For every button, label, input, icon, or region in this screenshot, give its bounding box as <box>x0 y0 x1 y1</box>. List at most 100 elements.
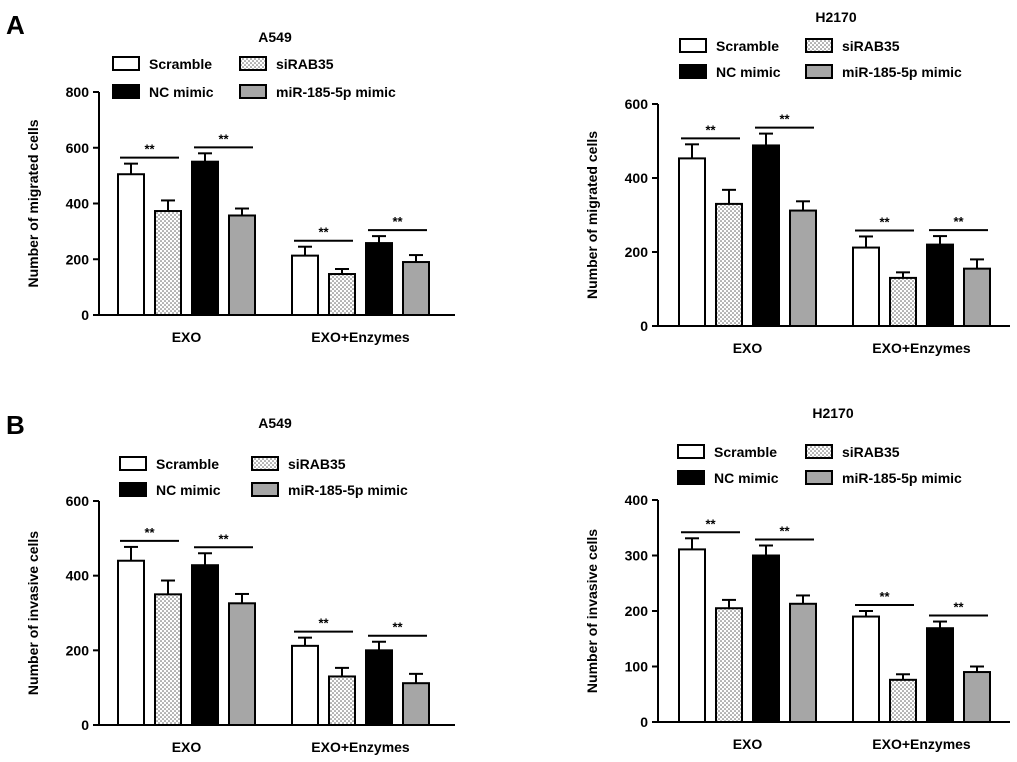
legend-label: miR-185-5p mimic <box>276 84 396 100</box>
bar-sirab35 <box>154 210 182 316</box>
bar-mir-185-5p-mimic <box>402 261 430 317</box>
significance-marker: ** <box>705 516 716 531</box>
bar-mir-185-5p-mimic <box>963 671 991 723</box>
bar-scramble <box>852 615 880 723</box>
legend-label: Scramble <box>149 56 212 72</box>
y-tick-label: 200 <box>66 251 90 267</box>
legend-swatch <box>119 482 147 497</box>
bar-nc-mimic <box>191 160 219 316</box>
bar-mir-185-5p-mimic <box>228 214 256 316</box>
legend-swatch <box>119 456 147 471</box>
bar-nc-mimic <box>752 144 780 327</box>
bar-scramble <box>678 157 706 327</box>
significance-marker: ** <box>218 531 229 546</box>
chart-1: A549 Number of migrated cells 0 200 400 600 80… <box>25 29 455 345</box>
bar-sirab35 <box>154 593 182 726</box>
y-tick-label: 0 <box>81 307 89 323</box>
bar-mir-185-5p-mimic <box>228 602 256 726</box>
y-axis-label: Number of migrated cells <box>584 131 600 299</box>
x-tick-label: EXO+Enzymes <box>311 739 410 755</box>
significance-marker: ** <box>953 600 964 615</box>
bar-sirab35 <box>889 276 917 327</box>
bar-mir-185-5p-mimic <box>402 682 430 726</box>
legend-label: siRAB35 <box>276 56 334 72</box>
chart-title: A549 <box>258 29 292 45</box>
y-tick-label: 400 <box>66 196 90 212</box>
significance-marker: ** <box>879 589 890 604</box>
y-tick-label: 100 <box>625 659 649 675</box>
legend-label: miR-185-5p mimic <box>842 64 962 80</box>
x-tick-label: EXO <box>733 736 763 752</box>
legend-swatch <box>805 64 833 79</box>
panel-label-a: A <box>6 10 25 40</box>
bar-scramble <box>291 644 319 726</box>
charts: A549 Number of migrated cells 0 200 400 600 80… <box>25 9 1010 755</box>
chart-title: H2170 <box>815 9 856 25</box>
significance-marker: ** <box>318 616 329 631</box>
legend-swatch <box>251 482 279 497</box>
x-tick-label: EXO <box>172 329 202 345</box>
legend-label: NC mimic <box>149 84 214 100</box>
significance-marker: ** <box>144 142 155 157</box>
legend-swatch <box>679 64 707 79</box>
significance-marker: ** <box>392 214 403 229</box>
bar-sirab35 <box>715 607 743 723</box>
y-tick-label: 200 <box>66 642 90 658</box>
legend-label: NC mimic <box>716 64 781 80</box>
bar-mir-185-5p-mimic <box>963 267 991 327</box>
bar-scramble <box>678 548 706 724</box>
panel-label-b: B <box>6 410 25 440</box>
y-tick-label: 0 <box>640 318 648 334</box>
y-tick-label: 200 <box>625 244 649 260</box>
chart-2: H2170 Number of migrated cells 0 200 400 600 *… <box>584 9 1010 356</box>
bar-nc-mimic <box>926 243 954 328</box>
x-tick-label: EXO <box>172 739 202 755</box>
y-tick-label: 600 <box>625 96 649 112</box>
chart-4: H2170 Number of invasive cells 0 100 200 300 4… <box>584 405 1010 752</box>
bar-sirab35 <box>328 675 356 727</box>
bar-mir-185-5p-mimic <box>789 209 817 327</box>
bar-nc-mimic <box>926 627 954 724</box>
chart-title: H2170 <box>812 405 853 421</box>
significance-marker: ** <box>779 524 790 539</box>
significance-marker: ** <box>779 112 790 127</box>
legend-label: miR-185-5p mimic <box>842 470 962 486</box>
legend-swatch <box>112 84 140 99</box>
significance-marker: ** <box>392 620 403 635</box>
chart-3: A549 Number of invasive cells 0 200 400 600 **… <box>25 415 455 755</box>
legend-swatch <box>239 84 267 99</box>
significance-marker: ** <box>953 214 964 229</box>
y-tick-label: 0 <box>81 717 89 733</box>
bar-scramble <box>291 254 319 316</box>
bar-nc-mimic <box>365 649 393 726</box>
x-tick-label: EXO+Enzymes <box>311 329 410 345</box>
legend-label: NC mimic <box>714 470 779 486</box>
legend-label: siRAB35 <box>842 38 900 54</box>
y-tick-label: 0 <box>640 714 648 730</box>
bar-nc-mimic <box>191 564 219 726</box>
legend-swatch <box>805 38 833 53</box>
chart-title: A549 <box>258 415 292 431</box>
legend-label: siRAB35 <box>288 456 346 472</box>
legend-swatch <box>679 38 707 53</box>
y-tick-label: 300 <box>625 548 649 564</box>
bar-nc-mimic <box>752 554 780 723</box>
legend-swatch <box>112 56 140 71</box>
legend-swatch <box>677 444 705 459</box>
y-tick-label: 800 <box>66 84 90 100</box>
bar-sirab35 <box>889 678 917 724</box>
legend-swatch <box>251 456 279 471</box>
y-tick-label: 600 <box>66 140 90 156</box>
significance-marker: ** <box>318 225 329 240</box>
x-tick-label: EXO+Enzymes <box>872 736 971 752</box>
x-tick-label: EXO+Enzymes <box>872 340 971 356</box>
bar-mir-185-5p-mimic <box>789 602 817 723</box>
bar-scramble <box>117 559 145 726</box>
legend-swatch <box>677 470 705 485</box>
legend-label: miR-185-5p mimic <box>288 482 408 498</box>
bar-sirab35 <box>328 273 356 316</box>
legend-label: Scramble <box>714 444 777 460</box>
significance-marker: ** <box>218 131 229 146</box>
legend-label: NC mimic <box>156 482 221 498</box>
y-tick-label: 400 <box>66 568 90 584</box>
